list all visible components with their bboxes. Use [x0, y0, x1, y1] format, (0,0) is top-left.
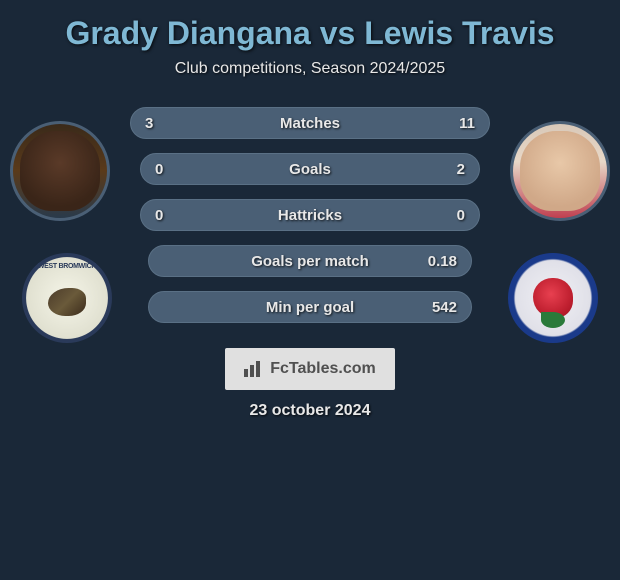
stat-right-value: 2 — [457, 161, 465, 178]
player-face-left — [20, 131, 100, 211]
club-badge-right — [508, 253, 598, 343]
badge-left-text: WEST BROMWICH — [38, 263, 96, 270]
stat-label: Matches — [280, 115, 340, 132]
badge-left-bird — [48, 288, 86, 316]
stat-left-value: 0 — [155, 207, 163, 224]
stat-bar-matches: 3 Matches 11 — [130, 107, 490, 139]
stat-right-value: 0 — [457, 207, 465, 224]
stat-label: Hattricks — [278, 207, 342, 224]
stat-right-value: 542 — [432, 299, 457, 316]
stat-bar-hattricks: 0 Hattricks 0 — [140, 199, 480, 231]
club-badge-left: WEST BROMWICH — [22, 253, 112, 343]
stat-left-value: 3 — [145, 115, 153, 132]
player-avatar-left — [10, 121, 110, 221]
badge-right-rose — [533, 278, 573, 318]
stat-right-value: 11 — [459, 115, 475, 132]
stat-bar-goals: 0 Goals 2 — [140, 153, 480, 185]
logo-box: FcTables.com — [225, 348, 395, 390]
main-area: WEST BROMWICH 3 Matches 11 0 Goals 2 0 H… — [0, 103, 620, 333]
page-title: Grady Diangana vs Lewis Travis — [0, 15, 620, 52]
player-avatar-right — [510, 121, 610, 221]
date-text: 23 october 2024 — [0, 402, 620, 420]
stat-left-value: 0 — [155, 161, 163, 178]
stat-label: Goals per match — [251, 253, 369, 270]
logo-text: FcTables.com — [270, 360, 376, 378]
chart-icon — [244, 361, 264, 377]
stats-bars: 3 Matches 11 0 Goals 2 0 Hattricks 0 Goa… — [130, 107, 490, 337]
stat-right-value: 0.18 — [428, 253, 457, 270]
comparison-container: Grady Diangana vs Lewis Travis Club comp… — [0, 0, 620, 420]
stat-label: Min per goal — [266, 299, 354, 316]
page-subtitle: Club competitions, Season 2024/2025 — [0, 60, 620, 78]
stat-bar-min-per-goal: Min per goal 542 — [148, 291, 472, 323]
player-face-right — [520, 131, 600, 211]
stat-label: Goals — [289, 161, 331, 178]
stat-bar-goals-per-match: Goals per match 0.18 — [148, 245, 472, 277]
